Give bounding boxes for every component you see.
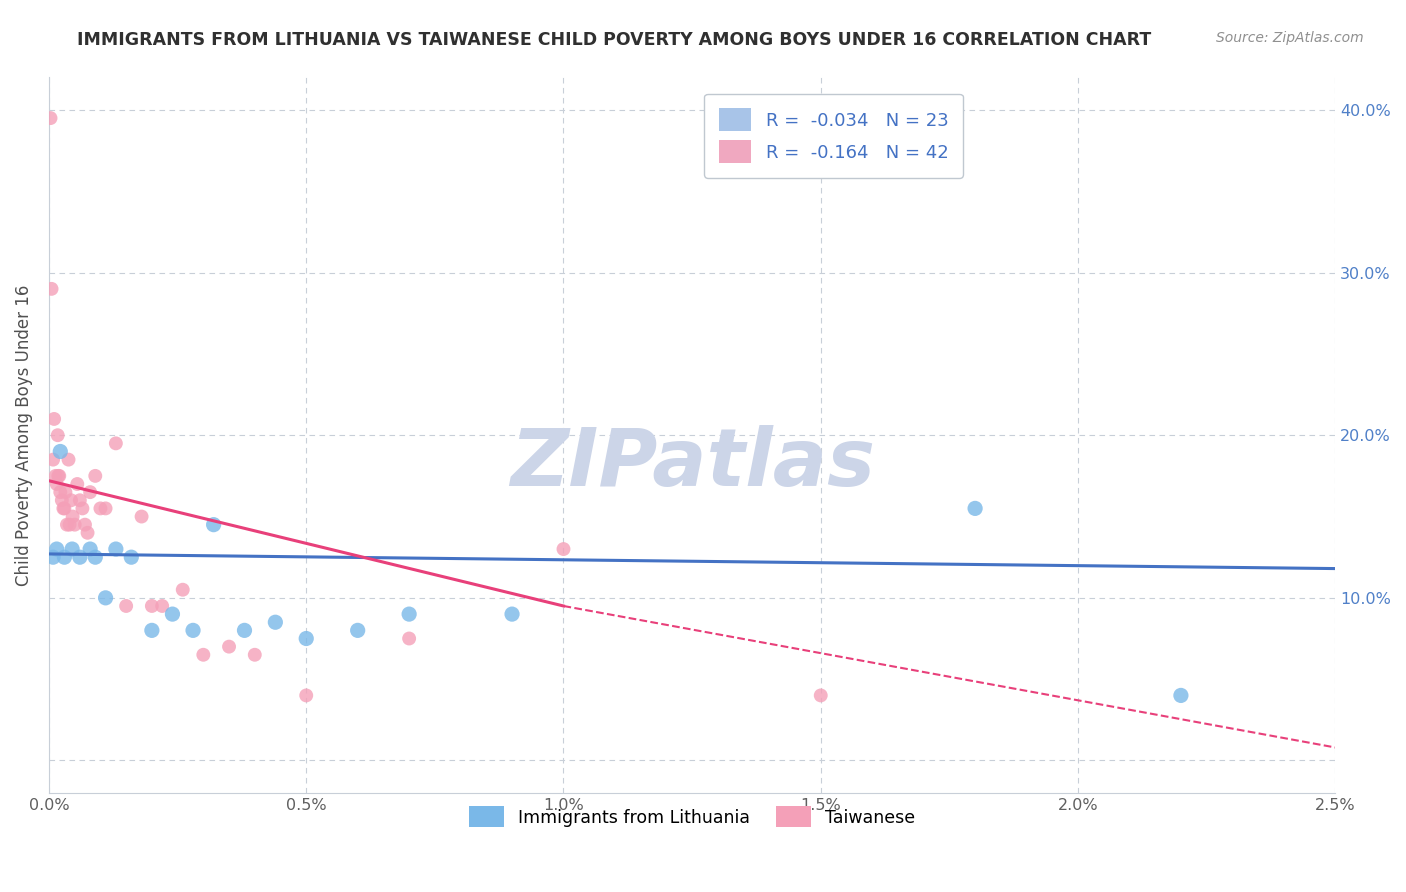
Point (45, 542, 67, 557)
Point (150, 599, 173, 613)
Point (79, 542, 101, 557)
Point (501, 607, 523, 621)
Point (233, 624, 256, 638)
Point (46, 428, 69, 442)
Point (69, 493, 91, 508)
Point (131, 509, 153, 524)
Point (63, 517, 86, 532)
Point (60, 493, 83, 508)
Point (115, 599, 138, 613)
Point (94, 501, 117, 516)
Point (346, 624, 368, 638)
Point (193, 648, 215, 662)
Point (810, 689, 832, 703)
Point (398, 632, 420, 646)
Point (55, 485, 77, 500)
Point (141, 624, 163, 638)
Point (56, 517, 79, 532)
Point (49, 485, 72, 500)
Point (45, 477, 67, 491)
Point (73, 517, 96, 532)
Point (295, 689, 318, 703)
Point (89, 501, 111, 516)
Point (46, 468, 69, 483)
Point (48, 468, 70, 483)
Point (243, 648, 266, 662)
Text: ZIPatlas: ZIPatlas (509, 425, 875, 503)
Point (1170, 689, 1192, 703)
Point (398, 607, 420, 621)
Point (62, 509, 84, 524)
Point (42, 412, 65, 426)
Point (52, 501, 75, 516)
Point (76, 525, 98, 540)
Point (42, 550, 65, 565)
Legend: Immigrants from Lithuania, Taiwanese: Immigrants from Lithuania, Taiwanese (463, 799, 922, 834)
Point (60, 542, 83, 557)
Point (53, 550, 76, 565)
Point (41, 282, 63, 296)
Y-axis label: Child Poverty Among Boys Under 16: Child Poverty Among Boys Under 16 (15, 285, 32, 586)
Point (218, 640, 240, 654)
Point (51, 493, 73, 508)
Point (58, 452, 80, 467)
Point (72, 501, 94, 516)
Point (69, 550, 91, 565)
Point (94, 591, 117, 605)
Point (49, 444, 72, 458)
Point (58, 517, 80, 532)
Point (84, 468, 107, 483)
Point (53, 501, 76, 516)
Point (120, 550, 142, 565)
Point (66, 477, 89, 491)
Text: IMMIGRANTS FROM LITHUANIA VS TAIWANESE CHILD POVERTY AMONG BOYS UNDER 16 CORRELA: IMMIGRANTS FROM LITHUANIA VS TAIWANESE C… (77, 31, 1152, 49)
Point (965, 501, 987, 516)
Point (295, 632, 318, 646)
Point (79, 485, 101, 500)
Text: Source: ZipAtlas.com: Source: ZipAtlas.com (1216, 31, 1364, 45)
Point (39, 111, 62, 125)
Point (162, 607, 184, 621)
Point (264, 615, 287, 630)
Point (104, 436, 127, 450)
Point (181, 624, 204, 638)
Point (141, 599, 163, 613)
Point (553, 542, 575, 557)
Point (104, 542, 127, 557)
Point (172, 582, 194, 597)
Point (202, 517, 225, 532)
Point (45, 468, 67, 483)
Point (84, 550, 107, 565)
Point (42, 452, 65, 467)
